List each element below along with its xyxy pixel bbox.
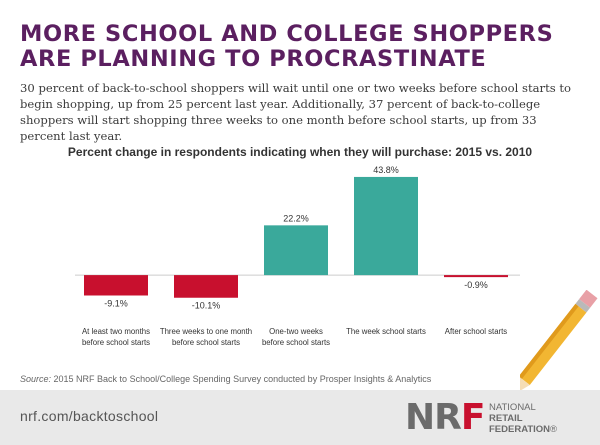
- chart-value-label-4: 43.8%: [373, 165, 399, 175]
- chart-title: Percent change in respondents indicating…: [67, 145, 533, 159]
- nrf-logo-letter-f: F: [460, 397, 486, 438]
- source-text: 2015 NRF Back to School/College Spending…: [51, 374, 432, 384]
- chart-bar-2: [174, 275, 238, 298]
- nrf-logo-line-2: RETAIL: [489, 413, 523, 424]
- chart-category-label-3-line-1: One-two weeks: [269, 327, 323, 336]
- nrf-logo-registered-mark: ®: [550, 424, 558, 435]
- footer-url-link[interactable]: nrf.com/backtoschool: [20, 408, 159, 424]
- pencil-icon: [520, 290, 598, 395]
- chart-category-label-2-line-2: before school starts: [172, 338, 240, 347]
- source-label: Source:: [20, 374, 52, 384]
- chart-value-label-5: -0.9%: [464, 280, 488, 290]
- chart-value-label-1: -9.1%: [104, 299, 128, 309]
- nrf-logo-line-1: NATIONAL: [489, 402, 536, 413]
- headline-line-1: More School and College Shoppers: [20, 21, 554, 47]
- chart-bar-5: [444, 275, 508, 278]
- chart-category-label-5-line-1: After school starts: [445, 327, 507, 336]
- source-note: Source: 2015 NRF Back to School/College …: [20, 374, 520, 384]
- nrf-logo-line-3: FEDERATION: [489, 424, 551, 435]
- chart-category-label-1-line-2: before school starts: [82, 338, 150, 347]
- chart-category-labels: At least two months before school starts T…: [82, 327, 507, 347]
- headline: More School and College Shoppers Are Pla…: [20, 22, 560, 72]
- chart-category-label-1-line-1: At least two months: [82, 327, 150, 336]
- chart-category-label-4-line-1: The week school starts: [346, 327, 426, 336]
- chart-bars: [84, 176, 508, 298]
- nrf-logo-letters-nr: NR: [405, 397, 462, 438]
- chart-value-label-3: 22.2%: [283, 213, 309, 223]
- chart-bar-4: [354, 176, 418, 276]
- chart-category-label-3-line-2: before school starts: [262, 338, 330, 347]
- headline-line-2: Are Planning to Procrastinate: [20, 46, 487, 72]
- chart-bar-3: [264, 225, 328, 276]
- chart-bar-1: [84, 275, 148, 296]
- footer: nrf.com/backtoschool NRF NATIONAL RETAIL…: [0, 390, 600, 445]
- nrf-logo-name: NATIONAL RETAIL FEDERATION®: [489, 402, 557, 435]
- intro-paragraph: 30 percent of back-to-school shoppers wi…: [20, 81, 572, 143]
- chart-category-label-2-line-1: Three weeks to one month: [160, 327, 252, 336]
- chart-value-labels: -9.1% -10.1% 22.2% 43.8% -0.9%: [104, 165, 488, 311]
- chart-value-label-2: -10.1%: [192, 301, 221, 311]
- nrf-logo-letters: NRF: [405, 397, 486, 438]
- nrf-logo: NRF NATIONAL RETAIL FEDERATION®: [405, 398, 590, 438]
